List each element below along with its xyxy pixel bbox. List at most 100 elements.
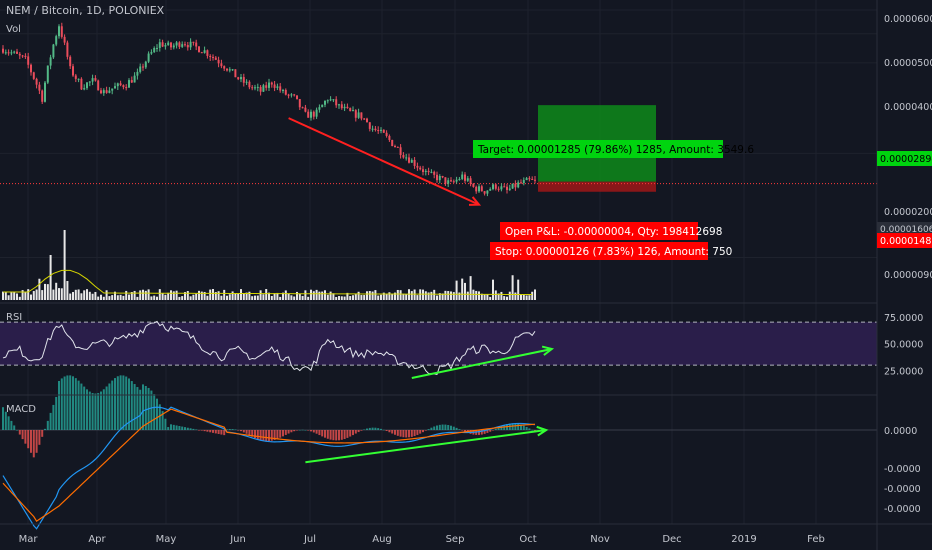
macd-histogram-bar: [139, 389, 142, 430]
volume-bar: [150, 296, 153, 300]
candle-body: [511, 183, 514, 189]
volume-bar: [102, 296, 105, 300]
volume-bar: [69, 293, 72, 300]
macd-histogram-bar: [35, 430, 38, 453]
candle-body: [522, 180, 525, 184]
trend-annotations[interactable]: [288, 117, 555, 464]
candle-body: [203, 50, 206, 53]
price-axis[interactable]: 0.00006000 0.00005000 0.00004000 0.00002000…: [884, 14, 932, 281]
macd-histogram-bar: [310, 430, 312, 432]
volume-bar: [315, 289, 318, 300]
rsi-label: RSI: [6, 312, 23, 323]
candle-body: [265, 85, 268, 88]
price-tick-label: 0.00004000: [884, 102, 932, 113]
volume-bar: [181, 296, 184, 300]
open-pnl-box[interactable]: Open P&L: -0.00000004, Qty: 198412698: [500, 222, 722, 240]
macd-histogram-bar: [444, 424, 447, 430]
candle-body: [508, 188, 511, 190]
macd-histogram-bar: [30, 430, 32, 453]
stop-text: Stop: 0.00000126 (7.83%) 126, Amount: 75…: [495, 246, 732, 258]
volume-bar: [301, 295, 304, 300]
candle-body: [525, 178, 528, 181]
macd-histogram-bar: [293, 430, 296, 432]
candle-body: [475, 186, 478, 192]
candle-body: [35, 78, 38, 85]
volume-bar: [178, 296, 181, 300]
macd-histogram-bar: [234, 429, 237, 430]
macd-histogram-bar: [60, 378, 63, 430]
candle-body: [483, 191, 486, 194]
macd-histogram-bar: [114, 378, 116, 430]
volume-bar: [441, 293, 444, 300]
candle-body: [478, 186, 480, 192]
rsi-tick-label: 25.0000: [884, 367, 923, 378]
macd-histogram-bar: [136, 387, 139, 430]
candle-body: [469, 178, 472, 184]
macd-histogram-bar: [270, 430, 273, 441]
rsi-band: [0, 322, 877, 366]
candle-body: [178, 42, 181, 47]
candle-body: [492, 184, 494, 190]
macd-histogram-bar: [287, 430, 290, 434]
macd-histogram-bar: [86, 389, 88, 430]
candle-body: [206, 50, 209, 56]
candle-body: [388, 135, 391, 140]
candle-body: [500, 186, 503, 190]
volume-bar: [147, 289, 150, 300]
macd-histogram-bar: [279, 430, 282, 438]
macd-histogram-bar: [520, 424, 522, 430]
candle-body: [248, 81, 251, 88]
volume-bar: [189, 296, 192, 300]
macd-histogram-bar: [4, 411, 7, 430]
stop-box[interactable]: Stop: 0.00000126 (7.83%) 126, Amount: 75…: [490, 242, 732, 260]
candle-body: [212, 57, 214, 59]
candle-body: [324, 100, 326, 105]
target-box[interactable]: Target: 0.00001285 (79.86%) 1285, Amount…: [473, 140, 754, 158]
volume-bar: [427, 292, 430, 300]
macd-histogram-bar: [161, 411, 164, 430]
volume-bar: [66, 281, 69, 300]
candle-body: [175, 42, 178, 46]
candle-body: [438, 175, 441, 181]
volume-bar: [329, 291, 332, 300]
time-tick-label: Oct: [519, 534, 536, 545]
macd-axis[interactable]: 0.0000 -0.0000 -0.0000 -0.0000: [884, 426, 921, 515]
volume-bar: [139, 290, 142, 300]
volume-bar: [388, 292, 391, 300]
candle-body: [284, 89, 287, 95]
candle-body: [41, 90, 44, 102]
svg-text:0.00002894: 0.00002894: [880, 154, 932, 165]
volume-bar: [290, 295, 293, 300]
candle-body: [21, 55, 24, 57]
volume-bar: [88, 291, 91, 300]
macd-histogram-bar: [380, 428, 382, 430]
candle-body: [245, 81, 248, 83]
rsi-axis[interactable]: 75.0000 50.0000 25.0000: [884, 313, 923, 378]
candle-body: [374, 128, 377, 131]
volume-bar: [452, 292, 455, 300]
volume-bar: [186, 291, 189, 300]
candle-body: [287, 94, 290, 96]
macd-histogram-bar: [256, 430, 259, 440]
candle-body: [38, 84, 41, 91]
volume-bar: [234, 293, 237, 300]
candle-body: [226, 68, 228, 71]
macd-histogram-bar: [349, 430, 352, 437]
volume-bar: [464, 282, 466, 300]
volume-bar: [525, 295, 528, 300]
rsi-pane: [0, 320, 877, 375]
time-tick-label: Mar: [19, 534, 39, 545]
macd-histogram-bar: [245, 430, 248, 434]
volume-bar: [352, 295, 354, 300]
volume-bar: [142, 289, 144, 300]
volume-bar: [175, 290, 178, 300]
volume-bar: [332, 293, 335, 300]
volume-ma-line: [3, 269, 533, 296]
volume-bar: [324, 290, 326, 300]
candle-body: [209, 55, 212, 58]
time-axis[interactable]: Mar Apr May Jun Jul Aug Sep Oct Nov Dec 2019 Feb: [19, 534, 825, 545]
candle-body: [228, 69, 231, 71]
macd-histogram-bar: [10, 420, 13, 430]
macd-histogram-bar: [88, 391, 91, 430]
